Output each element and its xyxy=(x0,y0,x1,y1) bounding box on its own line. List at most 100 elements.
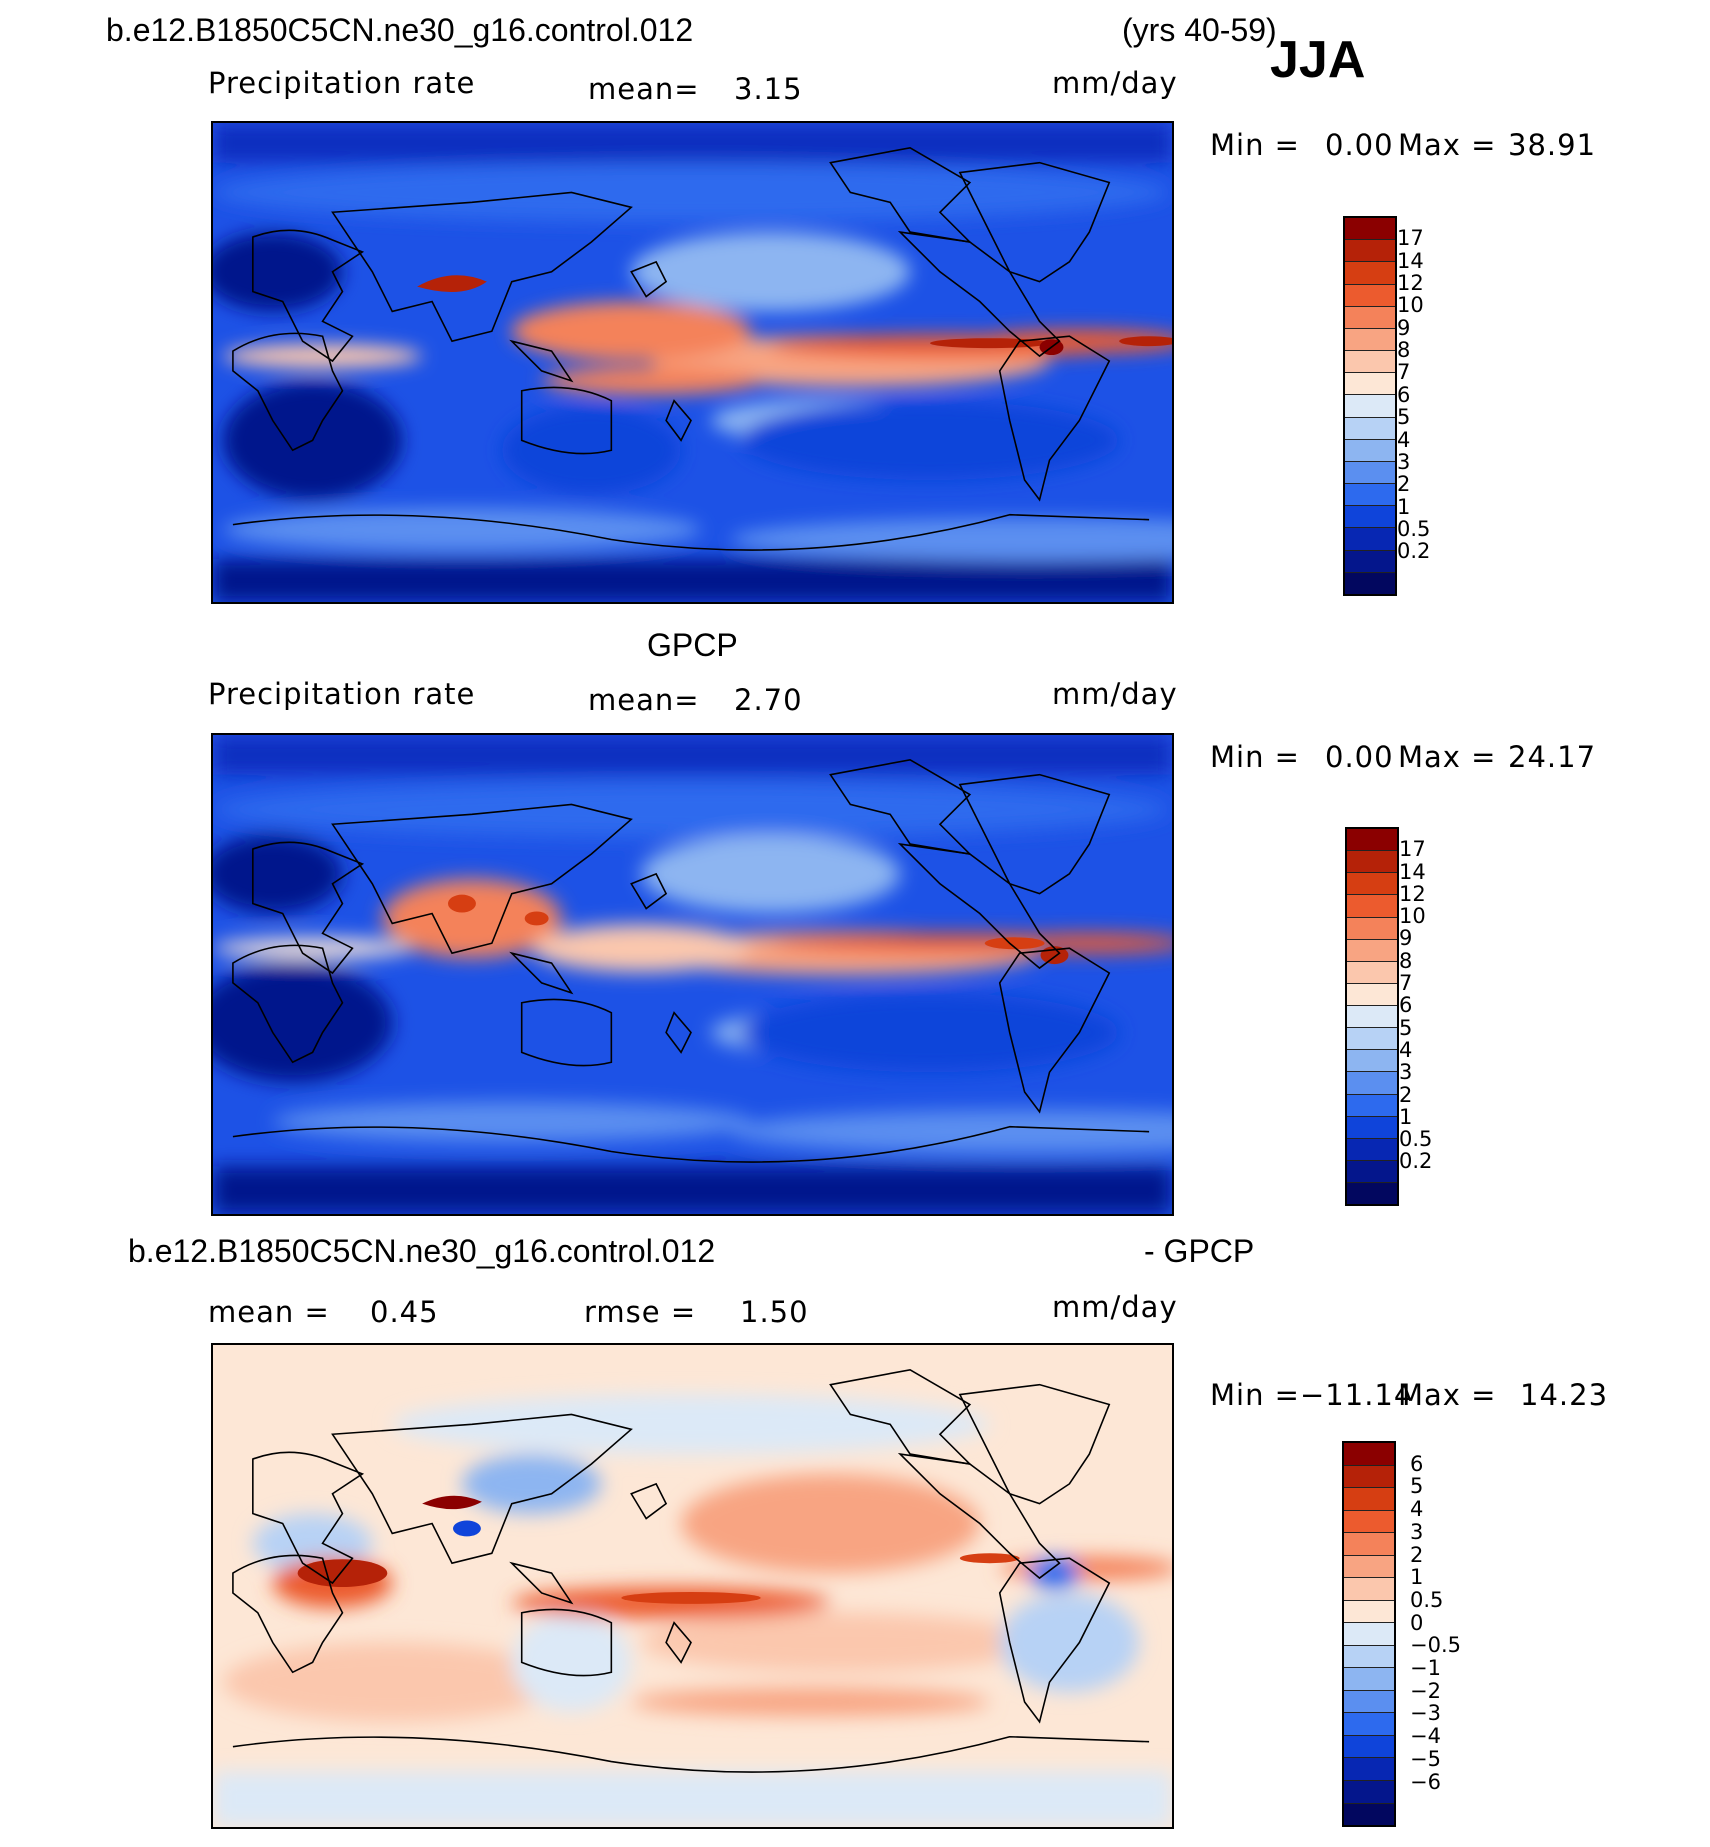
colorbar-tick-label: 4 xyxy=(1399,1037,1413,1062)
colorbar-tick-label: 0.5 xyxy=(1397,516,1431,541)
colorbar-segment xyxy=(1345,572,1395,594)
colorbar-segment xyxy=(1344,1803,1394,1826)
colorbar-tick-label: 2 xyxy=(1410,1542,1424,1567)
colorbar-tick-label: 4 xyxy=(1410,1497,1424,1522)
colorbar-segment xyxy=(1345,417,1395,440)
colorbar-segment xyxy=(1347,851,1397,874)
max-label: Max = xyxy=(1398,1378,1497,1412)
colorbar-segment xyxy=(1345,461,1395,485)
colorbar-segment xyxy=(1344,1555,1394,1579)
max-label: Max = xyxy=(1398,740,1497,774)
colorbar-segment xyxy=(1345,351,1395,374)
max-value: 24.17 xyxy=(1508,740,1597,774)
precip-map-model xyxy=(211,121,1174,604)
colorbar-segment xyxy=(1347,1094,1397,1117)
colorbar-segment xyxy=(1344,1578,1394,1601)
case-title: b.e12.B1850C5CN.ne30_g16.control.012 xyxy=(106,12,694,48)
colorbar-tick-label: 6 xyxy=(1410,1451,1424,1476)
colorbar-segment xyxy=(1347,961,1397,984)
colorbar-diff xyxy=(1342,1441,1396,1827)
colorbar-segment xyxy=(1347,1116,1397,1139)
colorbar-segment xyxy=(1347,983,1397,1006)
precip-map-gpcp xyxy=(211,733,1174,1216)
max-value: 38.91 xyxy=(1508,128,1597,162)
variable-label: Precipitation rate xyxy=(208,66,476,100)
colorbar-segment xyxy=(1344,1443,1394,1466)
rmse-label: rmse = xyxy=(584,1295,697,1329)
colorbar-tick-label: 4 xyxy=(1397,427,1411,452)
colorbar-segment xyxy=(1347,895,1397,918)
colorbar-segment xyxy=(1345,528,1395,551)
colorbar-gpcp xyxy=(1345,827,1399,1206)
colorbar-segment xyxy=(1345,439,1395,462)
mean-label: mean= xyxy=(588,683,700,717)
colorbar-segment xyxy=(1345,550,1395,573)
colorbar-segment xyxy=(1344,1465,1394,1489)
colorbar-segment xyxy=(1345,284,1395,307)
colorbar-tick-label: 10 xyxy=(1399,904,1426,929)
colorbar-tick-label: 3 xyxy=(1410,1519,1424,1544)
colorbar-tick-label: 0.5 xyxy=(1410,1587,1444,1612)
colorbar-segment xyxy=(1345,218,1395,241)
colorbar-segment xyxy=(1344,1735,1394,1759)
colorbar-tick-label: 5 xyxy=(1410,1474,1424,1499)
colorbar-tick-label: 14 xyxy=(1397,248,1424,273)
colorbar-segment xyxy=(1344,1488,1394,1511)
colorbar-tick-label: 17 xyxy=(1399,837,1426,862)
colorbar-tick-label: −4 xyxy=(1410,1724,1441,1749)
colorbar-tick-label: 9 xyxy=(1397,315,1411,340)
colorbar-segment xyxy=(1347,1050,1397,1073)
max-label: Max = xyxy=(1398,128,1497,162)
colorbar-tick-label: 5 xyxy=(1397,405,1411,430)
colorbar-tick-label: 2 xyxy=(1397,472,1411,497)
diff-title-left: b.e12.B1850C5CN.ne30_g16.control.012 xyxy=(128,1233,716,1269)
colorbar-segment xyxy=(1347,939,1397,962)
colorbar-tick-label: 1 xyxy=(1399,1104,1413,1129)
colorbar-tick-label: 12 xyxy=(1397,271,1424,296)
colorbar-segment xyxy=(1345,306,1395,329)
colorbar-tick-label: 7 xyxy=(1399,971,1413,996)
colorbar-segment xyxy=(1347,1006,1397,1029)
colorbar-tick-label: 9 xyxy=(1399,926,1413,951)
colorbar-segment xyxy=(1344,1758,1394,1781)
colorbar-tick-label: −5 xyxy=(1410,1746,1441,1771)
min-label: Min = xyxy=(1210,128,1300,162)
colorbar-tick-label: −1 xyxy=(1410,1656,1441,1681)
mean-value: 2.70 xyxy=(734,683,803,717)
colorbar-segment xyxy=(1345,328,1395,352)
colorbar-tick-label: 10 xyxy=(1397,293,1424,318)
colorbar-tick-label: 0.2 xyxy=(1399,1149,1433,1174)
colorbar-segment xyxy=(1344,1780,1394,1804)
units-label: mm/day xyxy=(1052,677,1178,711)
colorbar-tick-label: 8 xyxy=(1399,948,1413,973)
colorbar-segment xyxy=(1345,506,1395,529)
colorbar-tick-label: 6 xyxy=(1399,993,1413,1018)
colorbar-model xyxy=(1343,216,1397,596)
min-label: Min = xyxy=(1210,740,1300,774)
colorbar-tick-label: 0 xyxy=(1410,1610,1424,1635)
colorbar-segment xyxy=(1345,373,1395,396)
colorbar-segment xyxy=(1345,395,1395,418)
colorbar-segment xyxy=(1344,1668,1394,1691)
colorbar-tick-label: 7 xyxy=(1397,360,1411,385)
units-label: mm/day xyxy=(1052,1290,1178,1324)
colorbar-segment xyxy=(1347,1072,1397,1095)
season-label: JJA xyxy=(1270,31,1366,89)
colorbar-tick-label: 1 xyxy=(1397,494,1411,519)
colorbar-segment xyxy=(1345,484,1395,507)
min-value: 0.00 xyxy=(1325,740,1394,774)
colorbar-segment xyxy=(1344,1690,1394,1714)
colorbar-segment xyxy=(1344,1623,1394,1646)
colorbar-tick-label: 12 xyxy=(1399,881,1426,906)
colorbar-tick-label: 3 xyxy=(1399,1060,1413,1085)
colorbar-tick-label: 2 xyxy=(1399,1082,1413,1107)
colorbar-tick-label: 17 xyxy=(1397,226,1424,251)
colorbar-segment xyxy=(1347,1183,1397,1205)
colorbar-segment xyxy=(1344,1600,1394,1624)
colorbar-segment xyxy=(1347,873,1397,896)
colorbar-segment xyxy=(1347,829,1397,852)
max-value: 14.23 xyxy=(1520,1378,1609,1412)
colorbar-tick-label: 5 xyxy=(1399,1015,1413,1040)
colorbar-segment xyxy=(1344,1713,1394,1736)
colorbar-segment xyxy=(1344,1510,1394,1534)
